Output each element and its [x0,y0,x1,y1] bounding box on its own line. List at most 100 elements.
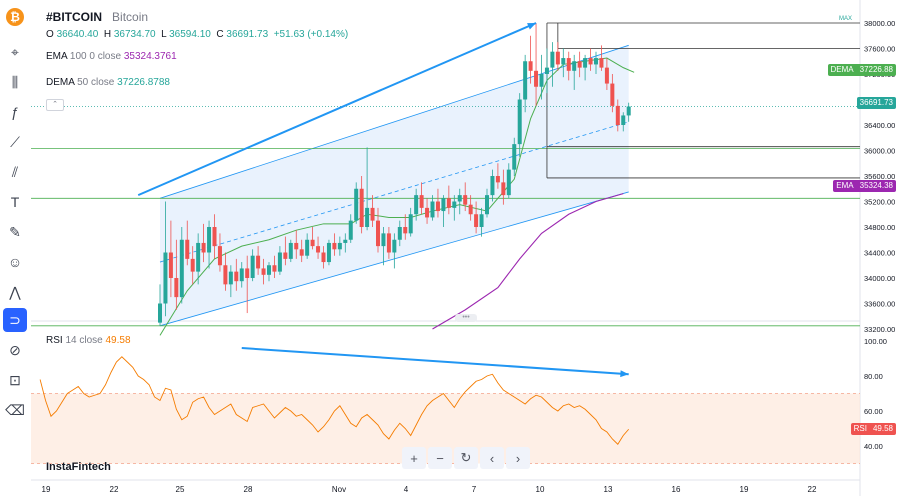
candle-body [370,207,375,221]
candle-body [599,58,604,68]
candle-body [185,239,190,259]
candle-body [163,252,168,304]
magnet-icon[interactable]: ⊃ [3,308,27,332]
time-tick-label: 22 [808,485,817,494]
candle-body [452,201,457,208]
price-tick-label: 37600.00 [864,45,895,54]
candle-body [212,227,217,247]
candle-body [517,99,522,145]
candles-icon[interactable]: ⫼ [11,73,19,90]
channel-icon[interactable]: ⫽ [11,163,19,180]
collapse-legend-button[interactable]: ⌃ [46,99,64,111]
candle-body [326,242,331,263]
candle-body [343,239,348,243]
lock-icon[interactable]: ⊡ [9,371,21,388]
scroll-left-button[interactable]: ‹ [480,447,504,469]
emoji-icon[interactable]: ☺ [7,254,23,270]
symbol-name: Bitcoin [112,10,149,24]
chart-canvas[interactable]: MAX38000.0037600.0037200.0036800.0036400… [31,0,900,496]
candle-body [615,105,620,125]
zoom-toolbar: + − ↻ ‹ › [402,447,530,469]
candle-body [179,239,184,298]
time-tick-label: 13 [604,485,613,494]
left-toolbar: ₿ ⌖ ⫼ ƒ ⟋ ⫽ T ✎ ☺ ⋀ ⊃ ⊘ ⊡ ⌫ [0,0,32,496]
channel-upper-line [159,44,629,199]
candle-body [583,58,588,68]
rsi-tick-label: 100.00 [864,337,887,346]
rsi-price-label-name: RSI [853,424,867,433]
zoom-out-button[interactable]: − [428,447,452,469]
low-value: 36594.10 [169,29,211,40]
channel-mid-line [159,121,629,263]
candle-body [457,195,462,202]
candle-body [174,278,179,298]
scroll-right-button[interactable]: › [506,447,530,469]
candle-body [550,51,555,68]
price-tick-label: 36400.00 [864,121,895,130]
candle-body [528,61,533,71]
price-tick-label: 33600.00 [864,300,895,309]
candle-body [414,195,419,215]
candle-body [419,195,424,208]
crosshair-icon[interactable]: ⌖ [11,43,19,60]
candle-body [403,227,408,234]
zoom-in-button[interactable]: + [402,447,426,469]
text-icon[interactable]: T [10,194,20,210]
candle-body [196,242,201,272]
candle-body [277,252,282,272]
dema-legend[interactable]: DEMA 50 close 37226.8788 [46,77,170,88]
pane-resize-handle[interactable]: ••• [455,314,477,322]
time-tick-label: Nov [332,485,346,494]
candle-body [572,61,577,71]
candle-body [555,51,560,65]
candle-body [544,67,549,74]
ema-legend-params: 100 0 close [69,51,122,62]
last-price-label: 36691.73 [856,97,896,109]
last-price-label-value: 36691.73 [859,98,893,107]
time-tick-label: 19 [740,485,749,494]
pattern-icon[interactable]: ⋀ [9,283,21,300]
price-tick-label: 34800.00 [864,223,895,232]
candle-body [446,198,451,208]
indicators-icon[interactable]: ƒ [11,104,19,120]
price-tick-label: 38000.00 [864,19,895,28]
brush-icon[interactable]: ✎ [9,223,21,240]
rsi-tick-label: 80.00 [864,372,883,381]
hide-eye-icon[interactable]: ⊘ [9,341,21,358]
candle-body [207,227,212,253]
channel-fill [160,45,629,326]
time-tick-label: 22 [110,485,119,494]
candle-body [441,198,446,212]
bitcoin-logo-icon[interactable]: ₿ [6,8,24,26]
candle-body [310,239,315,247]
candle-body [272,265,277,272]
candle-body [288,242,293,259]
candle-body [512,144,517,170]
ema-legend-name: EMA [46,51,68,62]
candle-body [561,58,566,65]
trash-icon[interactable]: ⌫ [5,401,25,418]
dema-legend-name: DEMA [46,77,75,88]
candle-body [294,242,299,250]
candle-body [621,115,626,125]
trend-line-icon[interactable]: ⟋ [10,133,20,150]
candle-body [495,176,500,183]
candle-body [305,239,310,256]
candle-body [577,61,582,68]
candle-body [250,255,255,278]
candle-body [359,188,364,227]
candle-body [201,242,206,253]
dema-price-label-value: 37226.88 [859,65,893,74]
candle-body [479,214,484,227]
candle-body [566,58,571,71]
candle-body [610,83,615,106]
trend-arrow-price [137,22,537,197]
candle-body [234,271,239,282]
ema-legend[interactable]: EMA 100 0 close 35324.3761 [46,51,177,62]
candle-body [588,58,593,65]
rsi-legend-value: 49.58 [105,335,131,346]
rsi-legend[interactable]: RSI 14 close 49.58 [46,335,131,346]
candle-body [539,74,544,87]
reset-view-button[interactable]: ↻ [454,447,478,469]
trend-arrow-price-head [527,23,537,30]
